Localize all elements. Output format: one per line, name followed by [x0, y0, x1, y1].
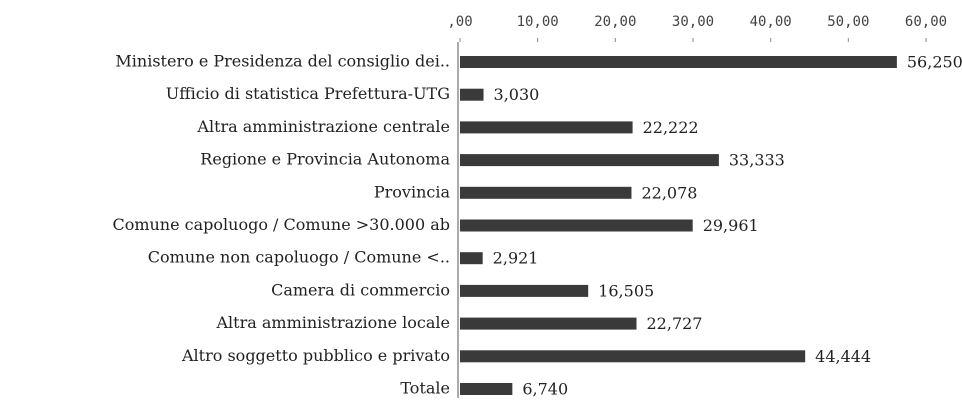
data-label: 44,444	[815, 347, 871, 366]
y-tick-label: Provincia	[374, 182, 451, 201]
x-tick-label: 60,00	[905, 14, 947, 30]
data-label: 33,333	[729, 151, 785, 170]
y-tick-label: Comune capoluogo / Comune >30.000 ab	[112, 215, 450, 234]
data-label: 16,505	[598, 281, 654, 300]
bar	[460, 219, 693, 232]
data-label: 22,727	[647, 314, 703, 333]
y-tick-label: Altro soggetto pubblico e privato	[181, 346, 450, 365]
data-label: 56,250	[907, 53, 962, 72]
x-tick-label: 40,00	[750, 14, 792, 30]
y-tick-label: Totale	[400, 379, 450, 398]
y-tick-label: Comune non capoluogo / Comune <..	[148, 248, 450, 267]
y-tick-label: Altra amministrazione locale	[216, 313, 451, 332]
y-tick-label: Camera di commercio	[271, 280, 450, 299]
x-tick-label: ,00	[447, 14, 472, 30]
y-tick-label: Altra amministrazione centrale	[196, 117, 450, 136]
data-label: 22,222	[643, 118, 699, 137]
data-label: 2,921	[493, 249, 539, 268]
y-tick-label: Ministero e Presidenza del consiglio dei…	[115, 52, 450, 71]
bar	[460, 88, 484, 101]
bar	[460, 284, 589, 297]
bar	[460, 186, 632, 199]
bar	[460, 56, 897, 68]
x-tick-label: 50,00	[827, 14, 869, 30]
data-label: 3,030	[494, 85, 540, 104]
data-label: 6,740	[522, 380, 568, 399]
bar	[460, 252, 483, 265]
bar	[460, 154, 719, 167]
data-label: 22,078	[641, 183, 697, 202]
x-tick-label: 10,00	[517, 14, 559, 30]
y-tick-label: Regione e Provincia Autonoma	[200, 150, 450, 169]
data-label: 29,961	[703, 216, 759, 235]
bar	[460, 350, 806, 363]
y-tick-label: Ufficio di statistica Prefettura-UTG	[166, 84, 450, 103]
bar	[460, 317, 637, 330]
bar	[460, 383, 513, 395]
bar	[460, 121, 633, 134]
x-tick-label: 30,00	[672, 14, 714, 30]
x-tick-label: 20,00	[594, 14, 636, 30]
